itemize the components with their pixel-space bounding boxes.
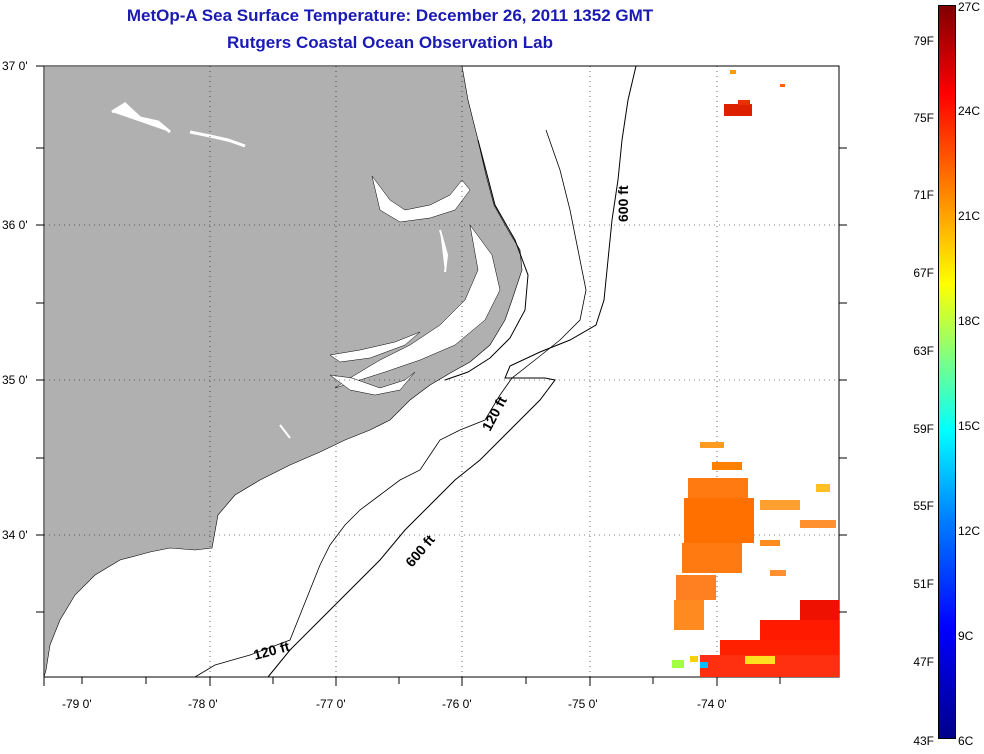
lon-label: -77 0' <box>316 697 346 711</box>
contour-label-600ft-north: 600 ft <box>615 185 631 222</box>
lat-label: 37 0' <box>2 59 28 73</box>
outer-banks <box>444 139 529 381</box>
lon-label: -75 0' <box>568 697 598 711</box>
lat-label: 36 0' <box>2 218 28 232</box>
map-title: MetOp-A Sea Surface Temperature: Decembe… <box>126 6 654 25</box>
lon-label: -74 0' <box>697 697 727 711</box>
colorbar-f-label: 47F <box>913 655 934 669</box>
colorbar-f-label: 79F <box>913 34 934 48</box>
lat-label: 34 0' <box>2 528 28 542</box>
colorbar-c-label: 9C <box>958 629 974 643</box>
colorbar-f-label: 55F <box>913 499 934 513</box>
lat-label: 35 0' <box>2 373 28 387</box>
sst-data <box>672 70 839 677</box>
colorbar-c-label: 15C <box>958 419 981 433</box>
colorbar-c-label: 21C <box>958 209 981 223</box>
lon-label: -76 0' <box>442 697 472 711</box>
lake-2 <box>279 229 449 439</box>
map-subtitle: Rutgers Coastal Ocean Observation Lab <box>227 33 553 52</box>
colorbar-c-label: 18C <box>958 314 981 328</box>
colorbar-c-label: 12C <box>958 524 981 538</box>
colorbar-f-label: 67F <box>913 266 934 280</box>
pamlico-river <box>329 331 421 363</box>
colorbar-c-label: 27C <box>958 0 981 14</box>
neuse-river <box>329 371 416 396</box>
colorbar-c-label: 6C <box>958 734 974 748</box>
grid <box>44 66 839 677</box>
lon-label: -79 0' <box>62 697 92 711</box>
colorbar-c-label: 24C <box>958 104 981 118</box>
axis-ticks <box>36 65 847 686</box>
temperature-colorbar <box>938 5 956 739</box>
colorbar-f-label: 63F <box>913 344 934 358</box>
isobath-600ft <box>267 65 637 678</box>
isobath-120ft <box>194 129 587 678</box>
colorbar-f-label: 75F <box>913 111 934 125</box>
colorbar-f-label: 71F <box>913 188 934 202</box>
colorbar-f-label: 59F <box>913 422 934 436</box>
albemarle-sound <box>371 175 471 223</box>
lon-label: -78 0' <box>188 697 218 711</box>
colorbar-f-label: 51F <box>913 577 934 591</box>
colorbar-f-label: 43F <box>913 734 934 748</box>
lake-1 <box>111 102 246 148</box>
